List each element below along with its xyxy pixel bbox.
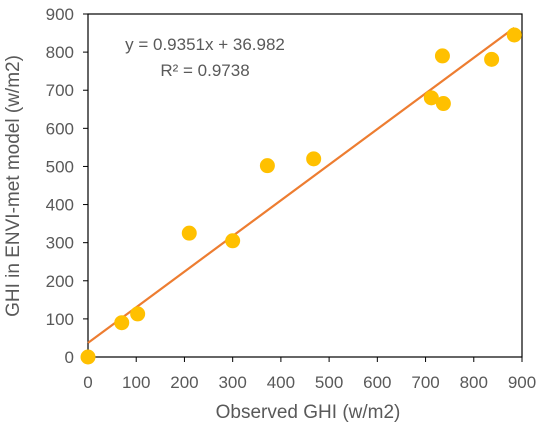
y-tick-label: 300 [46,234,74,253]
trendline [87,26,515,344]
y-tick-label: 100 [46,310,74,329]
data-point [423,90,439,106]
y-tick-label: 700 [46,81,74,100]
x-tick-label: 800 [460,373,488,392]
data-point [80,349,96,365]
data-point [484,51,500,67]
chart-text: y = 0.9351x + 36.982 R² = 0.9738 Observe… [3,35,400,423]
x-tick-label: 0 [83,373,92,392]
x-tick-label: 100 [122,373,150,392]
y-tick-label: 900 [46,5,74,24]
x-tick-label: 200 [170,373,198,392]
x-tick-label: 300 [218,373,246,392]
y-tick-label: 600 [46,119,74,138]
data-point [130,306,146,322]
data-point [114,315,130,331]
y-axis-title: GHI in ENVI-met model (w/m2) [3,55,24,317]
x-axis-title: Observed GHI (w/m2) [216,402,401,423]
x-tick-label: 500 [315,373,343,392]
y-tick-label: 0 [65,348,74,367]
data-point [506,27,522,43]
x-tick-label: 400 [267,373,295,392]
y-tick-label: 800 [46,43,74,62]
trendline-layer [87,26,515,344]
y-tick-label: 400 [46,196,74,215]
data-point [306,151,322,167]
x-tick-label: 600 [363,373,391,392]
data-point [225,233,241,249]
data-point [434,48,450,64]
data-point [259,158,275,174]
data-points [80,27,522,365]
plot-frame [87,13,523,358]
y-tick-label: 200 [46,272,74,291]
axes: 0 100 200 300 400 500 600 700 800 900 0 100 200 300 40… [46,5,537,392]
data-point [181,225,197,241]
data-point [435,96,451,112]
y-tick-label: 500 [46,157,74,176]
x-tick-label: 900 [508,373,536,392]
x-tick-label: 700 [411,373,439,392]
trendline-equation: y = 0.9351x + 36.982 [125,35,285,54]
r-squared-label: R² = 0.9738 [160,61,249,80]
